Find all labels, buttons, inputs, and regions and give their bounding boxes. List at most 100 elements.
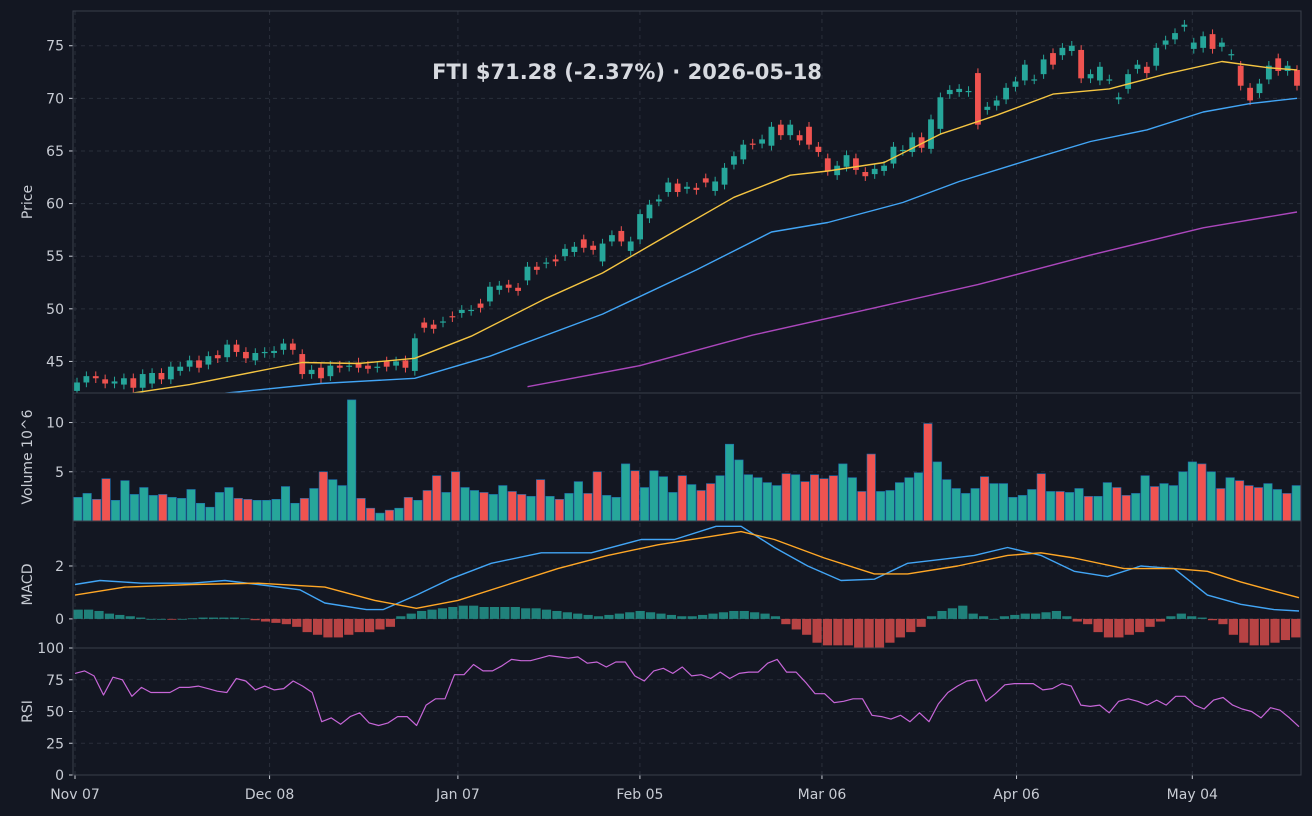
price-y-tick-label: 50 <box>46 302 64 318</box>
volume-bar <box>951 488 961 522</box>
candle-up <box>1172 33 1178 40</box>
macd-histogram-bar <box>510 606 520 619</box>
volume-bar <box>526 496 536 522</box>
volume-bar <box>413 500 423 522</box>
volume-bar <box>347 399 357 522</box>
candle-up <box>1153 47 1160 66</box>
volume-bar <box>649 470 659 522</box>
macd-histogram-bar <box>1041 612 1051 619</box>
macd-histogram-bar <box>1145 618 1155 627</box>
volume-bar <box>998 483 1008 522</box>
candle-up <box>993 100 1000 106</box>
chart-title: FTI $71.28 (-2.37%) · 2026-05-18 <box>432 60 822 84</box>
candle-up <box>346 365 353 367</box>
macd-histogram-bar <box>1218 618 1228 625</box>
macd-histogram-bar <box>1124 618 1134 635</box>
candle-down <box>918 137 925 148</box>
candle-up <box>1134 64 1141 69</box>
candle-down <box>702 178 709 183</box>
volume-bar <box>743 474 753 522</box>
macd-histogram-bar <box>458 605 468 619</box>
candle-down <box>158 373 165 380</box>
volume-bar <box>1017 495 1027 522</box>
macd-histogram-bar <box>926 616 937 619</box>
candle-up <box>308 369 315 375</box>
macd-histogram-bar <box>333 618 343 638</box>
volume-bar <box>781 473 791 522</box>
volume-bar <box>507 491 517 522</box>
volume-bar <box>1131 493 1141 522</box>
macd-y-tick-label: 0 <box>55 612 64 628</box>
volume-bar <box>375 512 385 522</box>
macd-histogram-bar <box>292 618 302 627</box>
macd-histogram-bar <box>500 606 510 619</box>
macd-histogram-bar <box>489 606 500 619</box>
volume-y-tick-label: 10 <box>46 416 64 432</box>
candle-up <box>843 155 850 167</box>
macd-histogram-bar <box>770 616 781 619</box>
macd-histogram-bar <box>552 610 562 619</box>
macd-y-tick-label: 2 <box>55 559 64 575</box>
candle-down <box>421 322 428 328</box>
candle-up <box>149 373 155 384</box>
candle-up <box>524 266 531 281</box>
candle-up <box>1068 45 1075 51</box>
macd-histogram-bar <box>729 610 739 619</box>
macd-histogram-bar <box>614 613 624 619</box>
candle-up <box>965 90 972 93</box>
candle-down <box>1275 58 1282 71</box>
macd-histogram-bar <box>833 618 843 646</box>
volume-bar <box>432 475 442 522</box>
volume-bar <box>847 477 857 522</box>
macd-histogram-bar <box>396 616 406 619</box>
volume-bar <box>1282 493 1292 522</box>
volume-bar <box>1291 485 1301 522</box>
macd-histogram-bar <box>760 613 770 619</box>
volume-bar <box>271 499 281 522</box>
candle-up <box>411 338 418 371</box>
volume-bar <box>592 471 602 522</box>
candle-up <box>224 344 231 358</box>
candle-up <box>1219 42 1225 47</box>
macd-signal-line <box>74 530 1300 609</box>
macd-histogram-bar <box>750 612 760 619</box>
macd-histogram-bar <box>323 618 333 638</box>
macd-histogram-bar <box>1103 618 1114 638</box>
candle-down <box>1050 53 1056 65</box>
volume-bar <box>1046 491 1056 522</box>
candle-up <box>1181 24 1188 27</box>
candle-up <box>881 165 887 171</box>
volume-y-axis-label: Volume 10^6 <box>20 409 36 504</box>
candle-up <box>167 366 174 380</box>
macd-histogram-bar <box>73 609 83 619</box>
volume-bar <box>1253 487 1264 522</box>
candle-down <box>1247 87 1253 101</box>
candle-up <box>1087 74 1094 79</box>
x-tick-label: Feb 05 <box>616 787 663 803</box>
macd-histogram-bar <box>541 609 552 619</box>
volume-bar <box>536 479 546 522</box>
macd-histogram-bar <box>146 618 156 620</box>
macd-histogram-bar <box>1020 613 1030 619</box>
volume-bar <box>989 483 999 522</box>
candle-up <box>909 137 916 153</box>
candle-up <box>740 144 747 160</box>
volume-bar <box>1263 483 1273 522</box>
macd-histogram-bar <box>479 606 489 619</box>
candle-down <box>862 172 869 177</box>
volume-bar <box>715 475 725 522</box>
macd-histogram-bar <box>708 613 718 619</box>
volume-bar <box>611 497 621 522</box>
candle-up <box>637 214 643 240</box>
volume-bar <box>1121 495 1131 522</box>
volume-bar <box>980 476 990 522</box>
macd-histogram-bar <box>1166 616 1176 619</box>
candle-down <box>552 259 559 262</box>
candle-up <box>562 248 568 257</box>
volume-bar <box>885 490 895 522</box>
macd-histogram-bar <box>84 609 94 619</box>
macd-histogram-bar <box>656 613 666 619</box>
candle-down <box>824 158 831 171</box>
volume-bar <box>942 479 952 522</box>
